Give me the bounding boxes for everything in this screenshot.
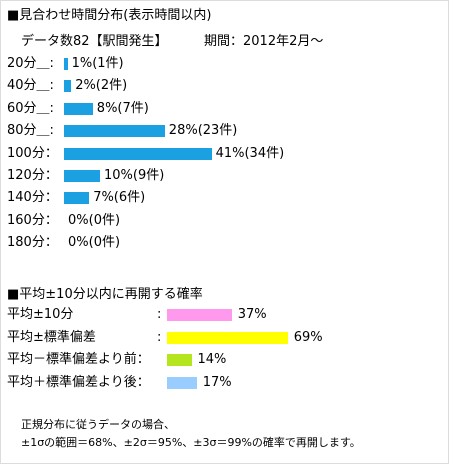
bar xyxy=(64,102,93,115)
category-label: 100分： xyxy=(7,145,58,161)
data-label: 0%(0件) xyxy=(68,212,121,228)
colon-separator: : xyxy=(157,307,162,322)
probability-title: ■平均±10分以内に再開する確率 xyxy=(7,287,203,302)
bar xyxy=(64,170,100,182)
data-label: 17% xyxy=(202,374,232,390)
distribution-title: ■見合わせ時間分布(表示時間以内) xyxy=(7,8,212,23)
bar xyxy=(64,125,165,138)
category-label: 20分＿: xyxy=(7,56,54,71)
category-label: 160分： xyxy=(7,212,58,228)
bar xyxy=(167,376,197,389)
bar xyxy=(64,80,72,93)
data-label: 2%(2件) xyxy=(75,78,128,94)
category-label: 120分： xyxy=(7,168,58,183)
data-label: 14% xyxy=(197,352,227,367)
data-label: 41%(34件) xyxy=(215,145,285,161)
bar xyxy=(64,192,90,205)
category-label: 平均±標準偏差 xyxy=(7,329,96,345)
colon-separator: : xyxy=(157,329,162,345)
category-label: 平均＋標準偏差より後： xyxy=(7,374,150,390)
data-label: 28%(23件) xyxy=(168,123,238,139)
bar xyxy=(167,309,232,321)
data-label: 69% xyxy=(293,329,323,345)
bar xyxy=(167,354,192,366)
data-label: 1%(1件) xyxy=(71,56,124,71)
category-label: 60分＿: xyxy=(7,100,54,116)
category-label: 40分＿: xyxy=(7,78,54,94)
category-label: 180分： xyxy=(7,235,58,251)
bar xyxy=(167,331,288,344)
bar xyxy=(64,58,68,70)
data-label: 7%(6件) xyxy=(93,190,146,206)
data-count-label: データ数82【駅間発生】 xyxy=(21,34,168,49)
data-label: 0%(0件) xyxy=(68,235,121,251)
data-label: 10%(9件) xyxy=(104,168,165,183)
category-label: 140分： xyxy=(7,190,58,206)
category-label: 平均±10分 xyxy=(7,307,74,322)
period-label: 期間：2012年2月～ xyxy=(204,34,324,49)
category-label: 80分＿: xyxy=(7,123,54,139)
footnote-line-1: 正規分布に従うデータの場合、 xyxy=(21,418,175,431)
footnote-line-2: ±1σの範囲＝68%、±2σ＝95%、±3σ＝99%の確率で再開します。 xyxy=(21,436,361,449)
data-label: 37% xyxy=(237,307,267,322)
data-label: 8%(7件) xyxy=(96,100,149,116)
category-label: 平均－標準偏差より前： xyxy=(7,352,150,367)
bar xyxy=(64,147,212,160)
